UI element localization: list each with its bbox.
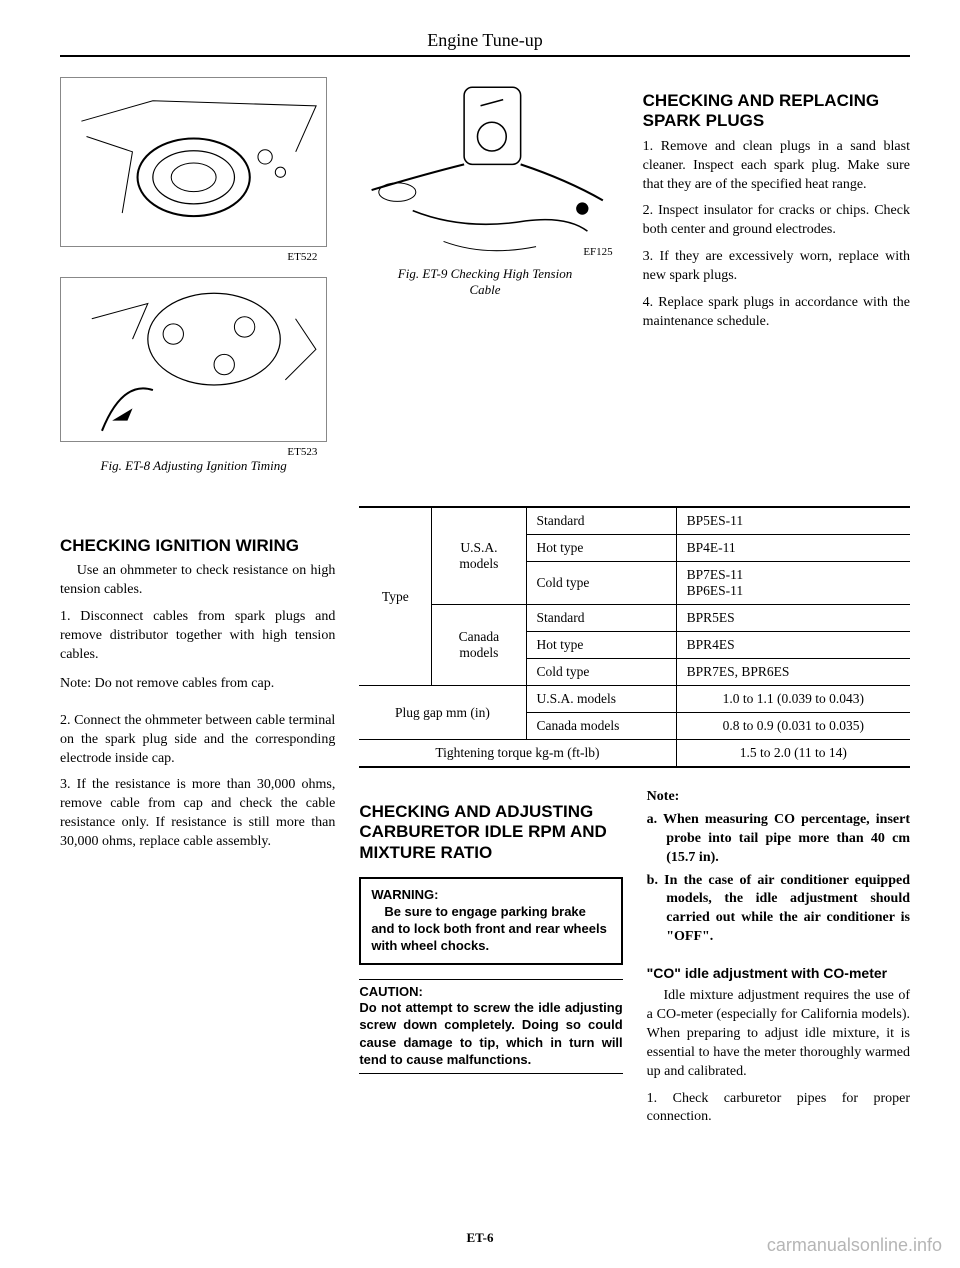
heading-carburetor: CHECKING AND ADJUSTING CARBURETOR IDLE R… (359, 802, 622, 863)
caution-text: Do not attempt to screw the idle adjusti… (359, 999, 622, 1069)
subhead-co: "CO" idle adjustment with CO-meter (647, 965, 910, 981)
cell-usa-std-val: BP5ES-11 (676, 507, 910, 535)
note-label: Note: (647, 788, 910, 807)
spark-p3: 3. If they are excessively worn, replace… (643, 248, 910, 286)
caution-block: CAUTION: Do not attempt to screw the idl… (359, 979, 622, 1074)
cell-type: Type (359, 507, 431, 686)
title-rule (60, 55, 910, 57)
figure-code-et523: ET523 (60, 446, 327, 458)
cell-usa: U.S.A. models (432, 507, 526, 605)
cell-can-hot-variant: Hot type (526, 632, 676, 659)
figure-code-et522: ET522 (60, 251, 327, 263)
heading-spark-plugs: CHECKING AND REPLACING SPARK PLUGS (643, 91, 910, 132)
figure-caption-et8: Fig. ET-8 Adjusting Ignition Timing (60, 458, 327, 474)
ignition-p1: 1. Disconnect cables from spark plugs an… (60, 608, 335, 665)
warning-box: WARNING: Be sure to engage parking brake… (359, 877, 622, 965)
figure-et522 (60, 77, 327, 247)
ignition-p3: 3. If the resistance is more than 30,000… (60, 776, 335, 852)
spark-p4: 4. Replace spark plugs in accordance wit… (643, 294, 910, 332)
cell-usa-cold-variant: Cold type (526, 562, 676, 605)
heading-ignition-wiring: CHECKING IGNITION WIRING (60, 536, 335, 556)
ignition-p2: 2. Connect the ohmmeter between cable te… (60, 712, 335, 769)
ignition-note: Note: Do not remove cables from cap. (60, 675, 335, 694)
co-p2: 1. Check carburetor pipes for proper con… (647, 1090, 910, 1128)
cell-pluggap-usa-val: 1.0 to 1.1 (0.039 to 0.043) (676, 686, 910, 713)
note-b: b. In the case of air conditioner equipp… (647, 872, 910, 948)
spark-plug-table: Type U.S.A. models Standard BP5ES-11 Hot… (359, 506, 910, 768)
figure-ef125: EF125 (351, 77, 618, 262)
cell-can-std-val: BPR5ES (676, 605, 910, 632)
spark-p1: 1. Remove and clean plugs in a sand blas… (643, 138, 910, 195)
cell-torque-label: Tightening torque kg-m (ft-lb) (359, 740, 676, 768)
cell-usa-hot-variant: Hot type (526, 535, 676, 562)
spark-p2: 2. Inspect insulator for cracks or chips… (643, 202, 910, 240)
cell-pluggap-usa-region: U.S.A. models (526, 686, 676, 713)
cell-usa-cold-val: BP7ES-11 BP6ES-11 (676, 562, 910, 605)
figure-et523 (60, 277, 327, 442)
warning-title: WARNING: (371, 887, 610, 902)
cell-pluggap-label: Plug gap mm (in) (359, 686, 526, 740)
cell-can-hot-val: BPR4ES (676, 632, 910, 659)
note-a: a. When measuring CO percentage, insert … (647, 811, 910, 868)
cell-pluggap-can-val: 0.8 to 0.9 (0.031 to 0.035) (676, 713, 910, 740)
cell-canada: Canada models (432, 605, 526, 686)
warning-text: Be sure to engage parking brake and to l… (371, 904, 610, 955)
cell-pluggap-can-region: Canada models (526, 713, 676, 740)
watermark: carmanualsonline.info (767, 1235, 942, 1256)
cell-can-cold-val: BPR7ES, BPR6ES (676, 659, 910, 686)
cell-can-cold-variant: Cold type (526, 659, 676, 686)
co-p1: Idle mixture adjustment requires the use… (647, 987, 910, 1081)
cell-torque-val: 1.5 to 2.0 (11 to 14) (676, 740, 910, 768)
caution-title: CAUTION: (359, 984, 622, 999)
page-title: Engine Tune-up (60, 30, 910, 51)
cell-can-std-variant: Standard (526, 605, 676, 632)
figure-caption-et9: Fig. ET-9 Checking High Tension Cable (351, 266, 618, 298)
figure-code-ef125: EF125 (583, 246, 612, 258)
cell-usa-hot-val: BP4E-11 (676, 535, 910, 562)
ignition-intro: Use an ohmmeter to check resistance on h… (60, 562, 335, 600)
cell-usa-std-variant: Standard (526, 507, 676, 535)
